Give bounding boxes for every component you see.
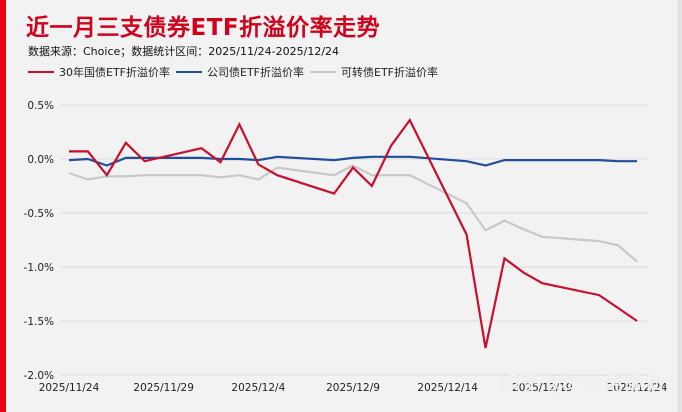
- x-tick-label: 2025/12/24: [607, 382, 668, 394]
- y-tick-label: 0.5%: [27, 100, 54, 112]
- series-line-2: [68, 164, 638, 263]
- series-lines: [68, 117, 638, 349]
- x-tick-label: 2025/12/19: [512, 382, 573, 394]
- legend-swatch-blue: [176, 71, 202, 73]
- y-tick-label: -0.5%: [24, 208, 54, 220]
- chart-subtitle: 数据来源：Choice；数据统计区间：2025/11/24-2025/12/24: [28, 45, 340, 58]
- y-tick-label: -1.5%: [24, 316, 54, 328]
- legend-item-corporate-bond[interactable]: 公司债ETF折溢价率: [176, 64, 304, 80]
- y-tick-label: 0.0%: [27, 154, 54, 166]
- y-tick-label: -2.0%: [24, 370, 54, 382]
- y-axis-ticks: 0.5% 0.0% -0.5% -1.0% -1.5% -2.0%: [24, 100, 54, 382]
- gridlines: [60, 104, 648, 376]
- x-tick-label: 2025/12/9: [326, 382, 380, 394]
- watermark: 知乎 @ETF発狐仙: [500, 372, 665, 394]
- legend-swatch-gray: [310, 71, 336, 73]
- legend-swatch-red: [28, 71, 54, 73]
- x-tick-label: 2025/11/24: [39, 382, 100, 394]
- x-tick-label: 2025/11/29: [133, 382, 194, 394]
- legend-label: 公司债ETF折溢价率: [207, 66, 304, 79]
- series-line-1: [68, 155, 637, 167]
- chart-title: 近一月三支债券ETF折溢价率走势: [26, 15, 381, 41]
- left-accent-bar: [0, 0, 6, 412]
- x-tick-label: 2025/12/14: [417, 382, 478, 394]
- legend-label: 可转债ETF折溢价率: [341, 66, 438, 79]
- legend-item-30y-treasury[interactable]: 30年国债ETF折溢价率: [28, 64, 170, 80]
- legend: 30年国债ETF折溢价率 公司债ETF折溢价率 可转债ETF折溢价率: [28, 64, 444, 80]
- y-tick-label: -1.0%: [24, 262, 54, 274]
- legend-label: 30年国债ETF折溢价率: [59, 66, 170, 79]
- x-axis-ticks: 2025/11/24 2025/11/29 2025/12/4 2025/12/9 20…: [39, 382, 668, 394]
- series-line-0: [69, 117, 638, 349]
- x-tick-label: 2025/12/4: [231, 382, 285, 394]
- legend-item-convertible-bond[interactable]: 可转债ETF折溢价率: [310, 64, 438, 80]
- right-border: [678, 0, 682, 412]
